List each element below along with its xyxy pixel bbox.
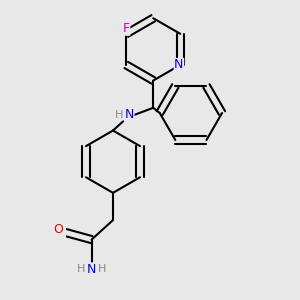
Text: F: F xyxy=(123,22,130,35)
Text: N: N xyxy=(124,108,134,122)
Text: H: H xyxy=(77,264,86,274)
Text: H: H xyxy=(115,110,124,120)
Text: N: N xyxy=(87,263,96,276)
Text: O: O xyxy=(53,223,63,236)
Text: H: H xyxy=(98,264,106,274)
Text: N: N xyxy=(174,58,184,71)
